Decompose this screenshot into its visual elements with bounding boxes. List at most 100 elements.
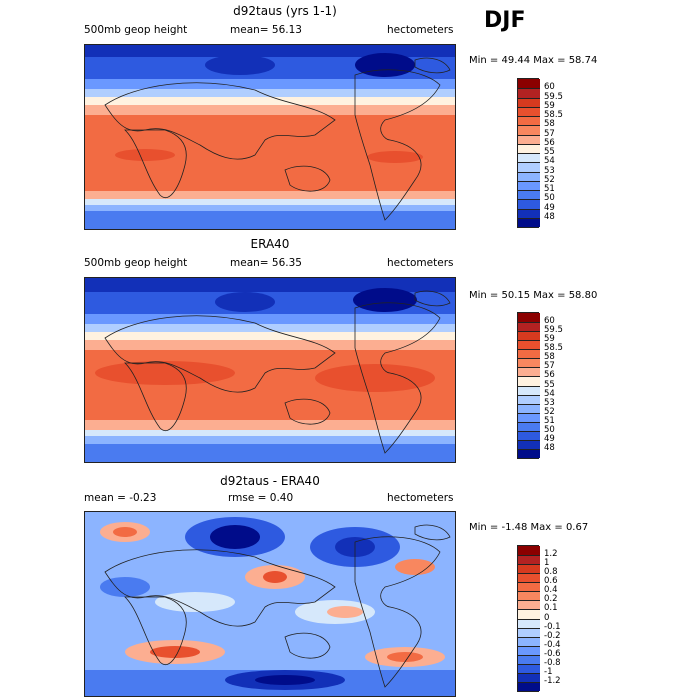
colorbar-swatch — [518, 97, 540, 107]
colorbar-swatch — [518, 394, 540, 404]
panel-3-colorbar: 1.2 1 0.8 0.6 0.4 0.2 0.1 0 -0.1 -0.2 -0.4 -0.6 -0.8… — [517, 545, 561, 692]
colorbar-swatch — [518, 322, 540, 332]
colorbar-swatch — [518, 546, 540, 556]
colorbar-level-label: 53 — [544, 165, 555, 176]
colorbar-swatch — [518, 217, 540, 227]
colorbar-swatch — [518, 609, 540, 619]
colorbar-level-label: 49 — [544, 433, 555, 444]
colorbar-level-label: 58 — [544, 352, 555, 363]
colorbar-level-label: -0.8 — [544, 657, 561, 668]
colorbar-level-label: 1.2 — [544, 549, 558, 560]
colorbar-swatch — [518, 663, 540, 673]
colorbar-swatch — [518, 143, 540, 153]
colorbar-swatch — [518, 376, 540, 386]
colorbar-level-label: -0.6 — [544, 648, 561, 659]
colorbar-swatch — [518, 180, 540, 190]
colorbar-level-label: -0.2 — [544, 630, 561, 641]
colorbar-level-label: 60 — [544, 82, 555, 93]
colorbar-swatch — [518, 116, 540, 126]
colorbar-swatch — [518, 125, 540, 135]
colorbar-level-label: 52 — [544, 406, 555, 417]
colorbar-swatch — [518, 349, 540, 359]
colorbar-level-label: 49 — [544, 202, 555, 213]
colorbar-swatch — [518, 367, 540, 377]
colorbar-swatch — [518, 555, 540, 565]
colorbar-level-label: 1 — [544, 558, 550, 569]
colorbar-swatch — [518, 591, 540, 601]
colorbar-level-label: 0.2 — [544, 594, 558, 605]
colorbar-swatch — [518, 672, 540, 682]
panel-1-minmax: Min = 49.44 Max = 58.74 — [469, 55, 598, 66]
colorbar-level-label: 0.6 — [544, 576, 558, 587]
colorbar-swatch — [518, 199, 540, 209]
colorbar-swatch — [518, 412, 540, 422]
colorbar-level-label: 51 — [544, 415, 555, 426]
colorbar-level-label: 0.1 — [544, 603, 558, 614]
panel-1-mean-label: mean= 56.13 — [230, 24, 302, 36]
panel-3-units-label: hectometers — [387, 492, 454, 504]
panel-1-units-label: hectometers — [387, 24, 454, 36]
colorbar-level-label: 58 — [544, 119, 555, 130]
colorbar-level-label: 52 — [544, 174, 555, 185]
colorbar-level-label: 58.5 — [544, 110, 563, 120]
colorbar-swatch — [518, 600, 540, 610]
colorbar-level-label: 0 — [544, 612, 550, 623]
colorbar-level-label: 59 — [544, 334, 555, 345]
colorbar-level-label: 58.5 — [544, 343, 563, 354]
colorbar-swatch — [518, 681, 540, 691]
colorbar-swatch — [518, 340, 540, 350]
colorbar-swatch — [518, 171, 540, 181]
colorbar-swatch — [518, 79, 540, 89]
colorbar-swatch — [518, 162, 540, 172]
colorbar-swatch — [518, 573, 540, 583]
colorbar-swatch — [518, 582, 540, 592]
colorbar-swatch — [518, 106, 540, 116]
colorbar-level-label: 0.4 — [544, 585, 558, 596]
colorbar-swatch — [518, 421, 540, 431]
colorbar-swatch — [518, 331, 540, 341]
colorbar-swatch — [518, 430, 540, 440]
colorbar-level-label: -0.4 — [544, 639, 561, 650]
colorbar-level-label: 51 — [544, 184, 555, 194]
colorbar-swatch — [518, 564, 540, 574]
panel-1-map — [84, 44, 456, 230]
panel-3-map — [84, 511, 456, 697]
colorbar-swatch — [518, 654, 540, 664]
panel-2-map — [84, 277, 456, 463]
panel-2-variable-label: 500mb geop height — [84, 257, 188, 269]
colorbar-swatch — [518, 403, 540, 413]
colorbar-swatch — [518, 645, 540, 655]
colorbar-level-label: -0.1 — [544, 621, 561, 632]
colorbar-swatch — [518, 448, 540, 458]
season-label: DJF — [484, 8, 526, 33]
colorbar-level-label: 0.8 — [544, 567, 558, 578]
colorbar-swatch — [518, 385, 540, 395]
colorbar-level-label: 57 — [544, 128, 555, 139]
colorbar-level-label: 54 — [544, 156, 555, 167]
colorbar-swatch — [518, 88, 540, 98]
colorbar-level-label: 56 — [544, 137, 555, 148]
colorbar-level-label: -1.2 — [544, 675, 561, 686]
panel-2-mean-label: mean= 56.35 — [230, 257, 302, 269]
panel-2-units-label: hectometers — [387, 257, 454, 269]
colorbar-level-label: 59.5 — [544, 325, 563, 336]
colorbar-swatch — [518, 208, 540, 218]
panel-2-title: ERA40 — [250, 237, 290, 251]
colorbar-swatch — [518, 439, 540, 449]
panel-2-minmax: Min = 50.15 Max = 58.80 — [469, 290, 598, 301]
panel-1-colorbar: 60 59.5 59 58.5 58 57 56 55 54 53 52 51 50 49 48 — [517, 78, 563, 228]
colorbar-level-label: 57 — [544, 361, 555, 372]
colorbar-swatch — [518, 313, 540, 323]
colorbar-swatch — [518, 153, 540, 163]
colorbar-swatch — [518, 618, 540, 628]
colorbar-level-label: -1 — [544, 666, 553, 677]
colorbar-swatch — [518, 636, 540, 646]
panel-3-minmax: Min = -1.48 Max = 0.67 — [469, 522, 589, 533]
colorbar-level-label: 53 — [544, 397, 555, 408]
panel-1-title: d92taus (yrs 1-1) — [233, 4, 337, 18]
colorbar-level-label: 50 — [544, 193, 555, 204]
panel-3-title: d92taus - ERA40 — [220, 474, 320, 488]
colorbar-level-label: 55 — [544, 147, 555, 157]
colorbar-swatch — [518, 190, 540, 200]
colorbar-level-label: 60 — [544, 316, 555, 327]
